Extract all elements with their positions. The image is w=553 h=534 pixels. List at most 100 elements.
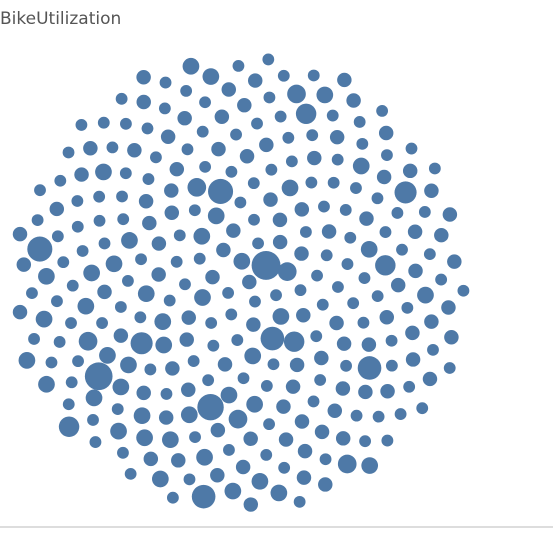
bubble (277, 69, 290, 82)
bubble (93, 214, 106, 227)
bubble (423, 248, 436, 261)
bubble (173, 229, 186, 242)
bubble (318, 200, 330, 213)
bubble (116, 190, 128, 203)
bubble (252, 237, 264, 250)
bubble (208, 178, 234, 204)
bubble (276, 399, 291, 414)
bubble (75, 119, 88, 131)
bubble (150, 151, 162, 164)
bubble (405, 325, 420, 341)
bubble (38, 267, 55, 285)
bubble (187, 177, 207, 197)
bubble (358, 384, 373, 400)
bubble (194, 289, 211, 306)
bubble (163, 294, 176, 307)
bubble (428, 162, 441, 175)
bubble (222, 286, 235, 299)
bubble (65, 317, 77, 329)
bubble (405, 352, 421, 367)
bubble (223, 444, 235, 456)
bubble (124, 467, 137, 480)
bubble (394, 408, 407, 420)
bubble (272, 234, 288, 250)
bubble (133, 407, 151, 425)
bubble (243, 431, 258, 447)
bubble (335, 381, 351, 396)
bubble (122, 275, 134, 287)
bubble (424, 314, 439, 329)
bubble (248, 213, 260, 226)
bubble (138, 194, 154, 209)
bubble (158, 410, 174, 425)
bubble (353, 116, 366, 128)
bubble (158, 102, 171, 115)
bubble (160, 388, 173, 400)
bubble (260, 326, 285, 351)
bubble (259, 137, 274, 153)
bubble (181, 382, 196, 398)
bubble (371, 192, 384, 205)
bubble (270, 289, 282, 302)
bubble (105, 255, 123, 273)
chart-title: BikeUtilization (0, 9, 121, 29)
bubble (137, 285, 155, 303)
bubble (97, 116, 110, 129)
bubble (316, 298, 329, 311)
bubble (316, 86, 334, 104)
bubble (376, 169, 392, 185)
bubble (180, 84, 193, 97)
bubble (246, 317, 261, 332)
bubble (361, 337, 377, 352)
bubble (169, 161, 185, 177)
bubble (74, 167, 89, 182)
bubble (265, 163, 278, 176)
bubble (155, 336, 173, 354)
bubble (85, 389, 103, 407)
bubble (179, 332, 194, 347)
bubble (202, 68, 220, 85)
bubble (285, 155, 298, 168)
bubble (113, 328, 129, 343)
bubble (159, 76, 172, 89)
bubble (263, 91, 276, 104)
bubble (278, 432, 294, 447)
bubble (307, 69, 320, 82)
bubble (270, 484, 288, 502)
bubble (314, 374, 327, 386)
bubble (205, 317, 218, 329)
bubble (262, 53, 275, 66)
bubble (294, 202, 310, 217)
bubble (93, 190, 106, 203)
bubble (244, 347, 262, 365)
bubble (143, 451, 159, 467)
bubble (210, 468, 225, 483)
bubble (232, 60, 245, 72)
bubble (326, 109, 339, 122)
bubble (346, 93, 361, 108)
bubble (402, 163, 418, 179)
bubble (66, 279, 79, 292)
bubble (51, 230, 64, 243)
bubble (193, 252, 206, 265)
bubble (385, 334, 398, 347)
bubble (358, 272, 371, 284)
bubble (199, 96, 211, 109)
bubble (337, 454, 357, 474)
bubble (296, 308, 311, 323)
bubble (341, 258, 354, 270)
bubble (117, 446, 129, 459)
bubble (117, 213, 130, 226)
bubble (263, 192, 278, 207)
bubble (416, 402, 429, 415)
bubble (233, 252, 251, 270)
bubble (278, 461, 291, 474)
bubble (337, 72, 352, 88)
bubble (246, 395, 263, 413)
bubble (207, 339, 220, 352)
bubble (285, 379, 301, 394)
bubble (130, 332, 153, 355)
bubble (197, 394, 224, 421)
bubble (87, 414, 99, 426)
bubble (251, 472, 269, 490)
